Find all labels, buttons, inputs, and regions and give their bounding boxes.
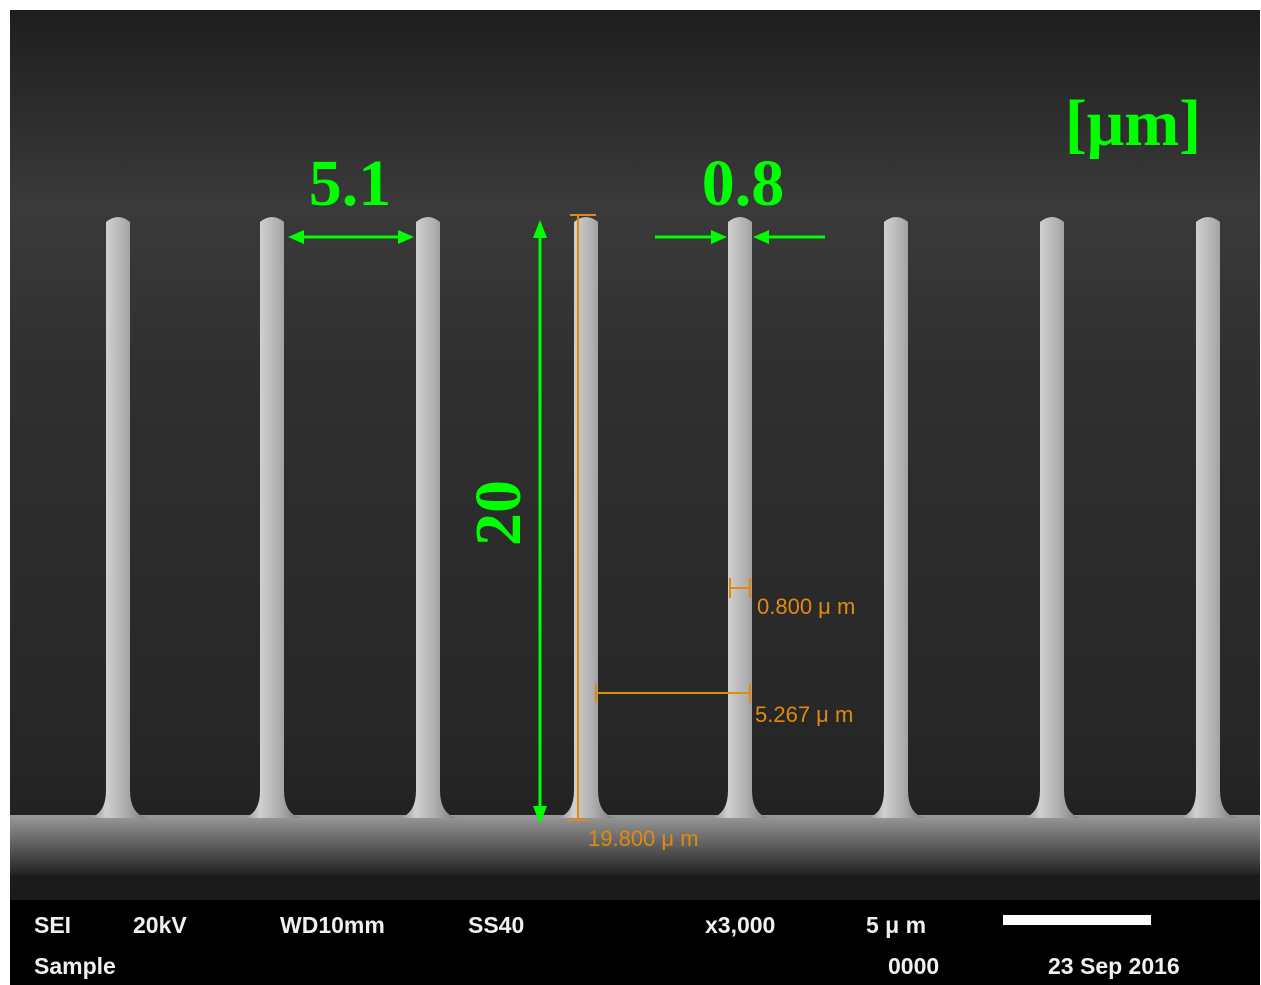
- measure-lines: [568, 214, 751, 821]
- info-mag: x3,000: [705, 912, 775, 938]
- pitch-label: 5.1: [309, 147, 392, 220]
- info-scale: 5 μ m: [866, 912, 926, 938]
- info-sample: Sample: [34, 953, 116, 979]
- pillars: [88, 217, 1238, 818]
- pillar: [1022, 217, 1082, 818]
- info-date: 23 Sep 2016: [1048, 953, 1180, 979]
- substrate: [10, 815, 1260, 875]
- measure-height: 19.800 μ m: [588, 826, 699, 851]
- info-spot: SS40: [468, 912, 524, 938]
- pillar: [398, 217, 458, 818]
- pillar: [1178, 217, 1238, 818]
- info-voltage: 20kV: [133, 912, 187, 938]
- info-bar: [10, 900, 1260, 985]
- info-wd: WD10mm: [280, 912, 385, 938]
- measure-pitch: 5.267 μ m: [755, 702, 853, 727]
- pillar: [556, 217, 616, 818]
- annotation-arrows: [288, 220, 825, 824]
- pillar: [242, 217, 302, 818]
- measure-width: 0.800 μ m: [757, 594, 855, 619]
- info-number: 0000: [888, 953, 939, 979]
- height-label: 20: [462, 480, 535, 546]
- scale-bar: [1003, 915, 1151, 925]
- pillar: [88, 217, 148, 818]
- info-mode: SEI: [34, 912, 71, 938]
- width-label: 0.8: [702, 147, 785, 220]
- unit-label: [μm]: [1065, 87, 1201, 160]
- pillar: [710, 217, 770, 818]
- pillar: [866, 217, 926, 818]
